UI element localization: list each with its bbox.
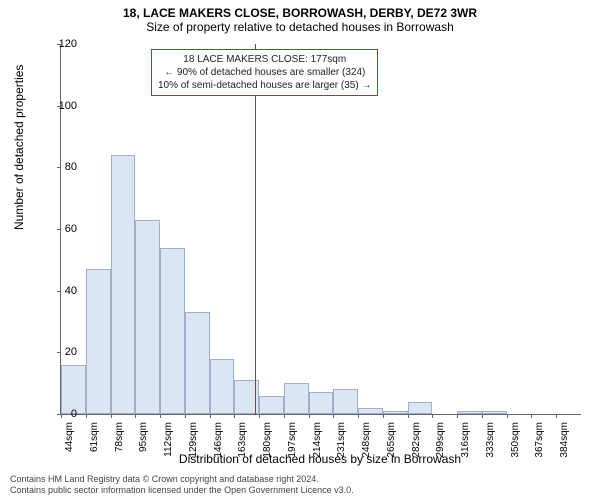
histogram-bar	[259, 396, 284, 415]
x-tick-mark	[309, 414, 310, 418]
x-tick-mark	[185, 414, 186, 418]
footer-attribution: Contains HM Land Registry data © Crown c…	[10, 474, 354, 496]
x-tick-label: 95sqm	[138, 422, 149, 462]
x-tick-mark	[135, 414, 136, 418]
histogram-bar	[358, 408, 383, 414]
x-tick-label: 350sqm	[510, 422, 521, 462]
x-tick-label: 316sqm	[460, 422, 471, 462]
x-tick-mark	[531, 414, 532, 418]
x-tick-mark	[61, 414, 62, 418]
x-tick-mark	[284, 414, 285, 418]
x-tick-label: 44sqm	[64, 422, 75, 462]
x-tick-mark	[482, 414, 483, 418]
histogram-bar	[135, 220, 160, 414]
histogram-plot-area: 18 LACE MAKERS CLOSE: 177sqm← 90% of det…	[60, 44, 581, 415]
x-tick-label: 163sqm	[237, 422, 248, 462]
x-tick-label: 146sqm	[213, 422, 224, 462]
y-tick-mark	[57, 291, 61, 292]
x-tick-mark	[333, 414, 334, 418]
title-line1: 18, LACE MAKERS CLOSE, BORROWASH, DERBY,…	[0, 6, 600, 20]
x-tick-mark	[507, 414, 508, 418]
histogram-bar	[383, 411, 408, 414]
x-tick-mark	[111, 414, 112, 418]
annotation-line1: 18 LACE MAKERS CLOSE: 177sqm	[158, 53, 371, 66]
x-tick-mark	[556, 414, 557, 418]
histogram-bar	[482, 411, 507, 414]
histogram-bar	[111, 155, 136, 414]
x-tick-label: 384sqm	[559, 422, 570, 462]
histogram-bar	[457, 411, 482, 414]
x-tick-label: 129sqm	[188, 422, 199, 462]
histogram-bar	[160, 248, 185, 415]
y-tick-mark	[57, 352, 61, 353]
x-tick-label: 299sqm	[435, 422, 446, 462]
x-tick-label: 180sqm	[262, 422, 273, 462]
histogram-bar	[309, 392, 334, 414]
x-tick-mark	[383, 414, 384, 418]
x-tick-mark	[160, 414, 161, 418]
x-tick-label: 248sqm	[361, 422, 372, 462]
footer-line2: Contains public sector information licen…	[10, 485, 354, 496]
footer-line1: Contains HM Land Registry data © Crown c…	[10, 474, 354, 485]
y-tick-label: 0	[71, 408, 77, 420]
histogram-bar	[284, 383, 309, 414]
x-tick-label: 231sqm	[336, 422, 347, 462]
chart-title: 18, LACE MAKERS CLOSE, BORROWASH, DERBY,…	[0, 0, 600, 34]
y-tick-label: 40	[65, 285, 77, 297]
reference-line	[255, 44, 256, 414]
histogram-bar	[408, 402, 433, 414]
histogram-bar	[210, 359, 235, 415]
y-axis-label: Number of detached properties	[12, 65, 26, 230]
x-tick-label: 197sqm	[287, 422, 298, 462]
annotation-line3: 10% of semi-detached houses are larger (…	[158, 79, 371, 92]
x-tick-mark	[234, 414, 235, 418]
x-tick-label: 214sqm	[312, 422, 323, 462]
x-tick-mark	[432, 414, 433, 418]
y-tick-label: 100	[59, 100, 77, 112]
annotation-line2: ← 90% of detached houses are smaller (32…	[158, 66, 371, 79]
x-tick-mark	[210, 414, 211, 418]
annotation-box: 18 LACE MAKERS CLOSE: 177sqm← 90% of det…	[151, 49, 378, 96]
histogram-bar	[61, 365, 86, 414]
histogram-bar	[185, 312, 210, 414]
y-tick-label: 20	[65, 346, 77, 358]
x-tick-mark	[259, 414, 260, 418]
x-tick-label: 367sqm	[534, 422, 545, 462]
histogram-bar	[86, 269, 111, 414]
x-tick-label: 265sqm	[386, 422, 397, 462]
histogram-bar	[333, 389, 358, 414]
x-tick-label: 112sqm	[163, 422, 174, 462]
y-tick-label: 80	[65, 161, 77, 173]
x-tick-label: 61sqm	[89, 422, 100, 462]
y-tick-label: 120	[59, 38, 77, 50]
x-tick-mark	[86, 414, 87, 418]
x-tick-label: 282sqm	[411, 422, 422, 462]
x-tick-mark	[358, 414, 359, 418]
x-tick-mark	[408, 414, 409, 418]
y-tick-mark	[57, 167, 61, 168]
y-tick-label: 60	[65, 223, 77, 235]
y-tick-mark	[57, 229, 61, 230]
x-tick-label: 78sqm	[114, 422, 125, 462]
x-tick-label: 333sqm	[485, 422, 496, 462]
x-tick-mark	[457, 414, 458, 418]
title-line2: Size of property relative to detached ho…	[0, 20, 600, 34]
